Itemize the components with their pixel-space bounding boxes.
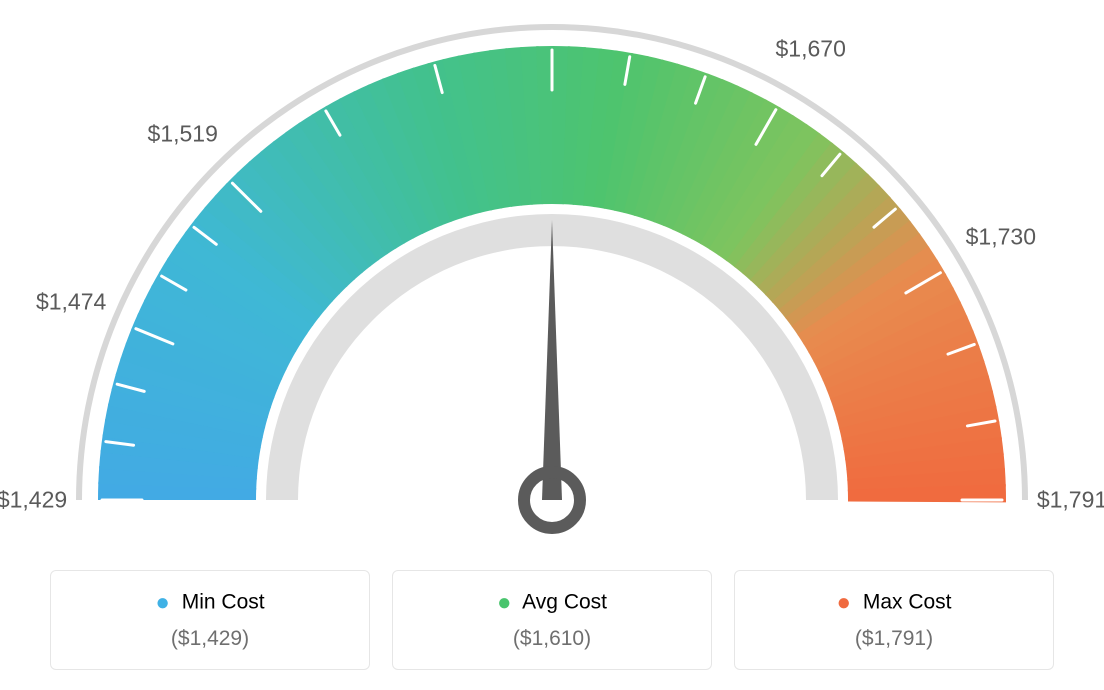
gauge-tick-label: $1,670 <box>776 35 846 62</box>
dot-icon: ● <box>155 589 170 616</box>
legend-label: Min Cost <box>182 591 265 614</box>
legend-card-avg: ● Avg Cost ($1,610) <box>392 570 712 670</box>
legend-label: Max Cost <box>863 591 952 614</box>
legend-card-min: ● Min Cost ($1,429) <box>50 570 370 670</box>
legend-label: Avg Cost <box>522 591 607 614</box>
legend-value-max: ($1,791) <box>755 627 1033 651</box>
gauge-tick-label: $1,519 <box>148 120 218 147</box>
legend-title-max: ● Max Cost <box>755 589 1033 617</box>
legend-value-min: ($1,429) <box>71 627 349 651</box>
dot-icon: ● <box>836 589 851 616</box>
gauge-tick-label: $1,791 <box>1037 487 1104 514</box>
legend-title-min: ● Min Cost <box>71 589 349 617</box>
gauge-tick-label: $1,730 <box>966 224 1036 251</box>
gauge-chart <box>0 0 1104 558</box>
legend-row: ● Min Cost ($1,429) ● Avg Cost ($1,610) … <box>0 570 1104 670</box>
legend-value-avg: ($1,610) <box>413 627 691 651</box>
legend-title-avg: ● Avg Cost <box>413 589 691 617</box>
cost-gauge-container: $1,429$1,474$1,519$1,610$1,670$1,730$1,7… <box>0 0 1104 690</box>
gauge-tick-label: $1,429 <box>0 487 67 514</box>
dot-icon: ● <box>497 589 512 616</box>
gauge-area: $1,429$1,474$1,519$1,610$1,670$1,730$1,7… <box>0 0 1104 558</box>
gauge-tick-label: $1,474 <box>36 289 106 316</box>
legend-card-max: ● Max Cost ($1,791) <box>734 570 1054 670</box>
